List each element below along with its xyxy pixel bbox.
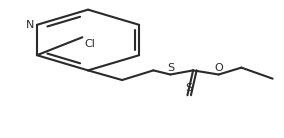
Text: O: O xyxy=(214,63,223,73)
Text: N: N xyxy=(26,20,34,30)
Text: S: S xyxy=(186,83,193,93)
Text: Cl: Cl xyxy=(84,39,95,49)
Text: S: S xyxy=(167,63,174,73)
